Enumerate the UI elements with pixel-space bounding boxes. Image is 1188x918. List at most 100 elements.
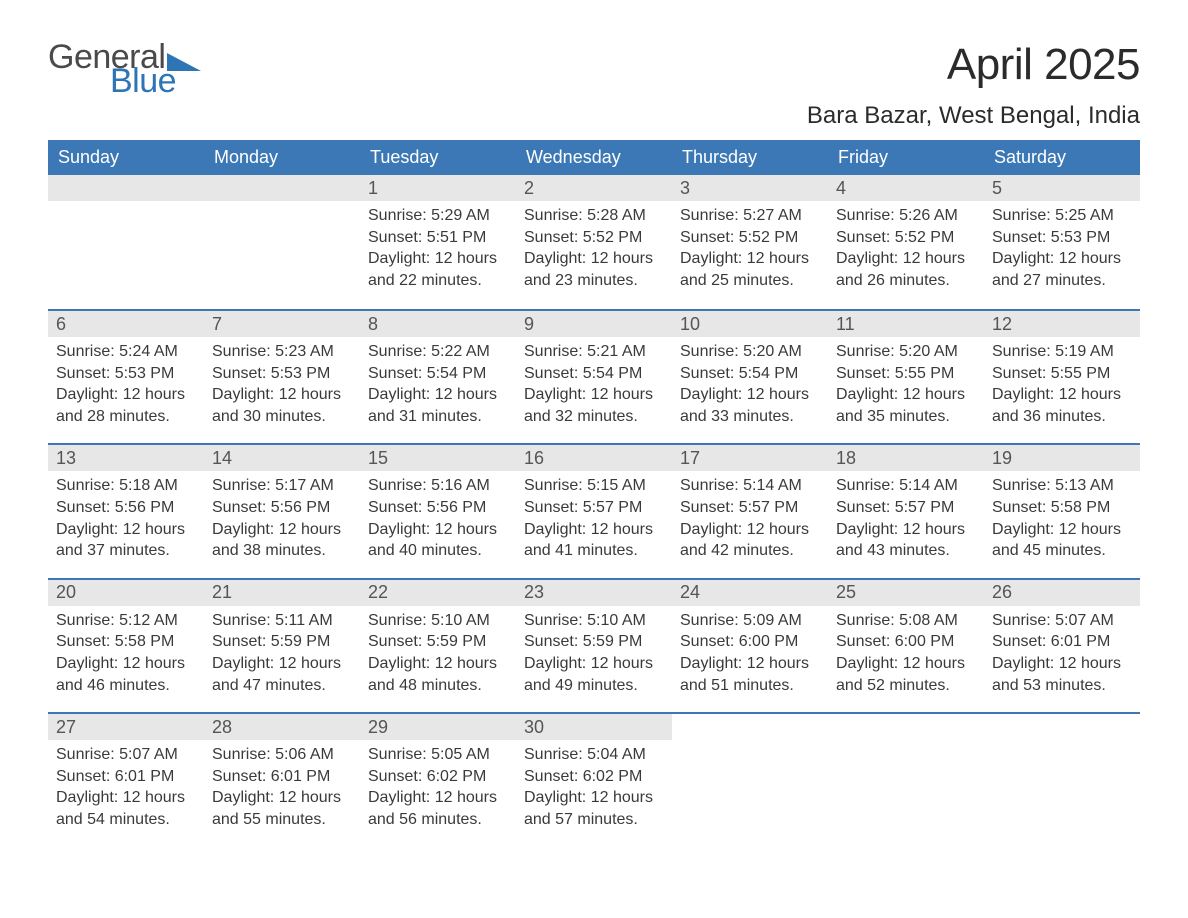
daylight-text: Daylight: 12 hours and 57 minutes. [524,787,664,830]
calendar-cell: 1Sunrise: 5:29 AMSunset: 5:51 PMDaylight… [360,175,516,309]
day-body: Sunrise: 5:22 AMSunset: 5:54 PMDaylight:… [360,337,516,443]
sunset-text: Sunset: 6:00 PM [680,631,820,653]
sunset-text: Sunset: 5:54 PM [368,363,508,385]
daylight-text: Daylight: 12 hours and 30 minutes. [212,384,352,427]
calendar-cell: 17Sunrise: 5:14 AMSunset: 5:57 PMDayligh… [672,445,828,577]
day-number [48,175,204,201]
day-number: 11 [828,311,984,337]
calendar-cell: 16Sunrise: 5:15 AMSunset: 5:57 PMDayligh… [516,445,672,577]
day-number: 4 [828,175,984,201]
sunrise-text: Sunrise: 5:07 AM [56,744,196,766]
day-number: 25 [828,580,984,606]
sunrise-text: Sunrise: 5:13 AM [992,475,1132,497]
daylight-text: Daylight: 12 hours and 33 minutes. [680,384,820,427]
daylight-text: Daylight: 12 hours and 28 minutes. [56,384,196,427]
sunset-text: Sunset: 5:55 PM [836,363,976,385]
day-number: 15 [360,445,516,471]
header: General Blue April 2025 Bara Bazar, West… [48,40,1140,130]
sunrise-text: Sunrise: 5:26 AM [836,205,976,227]
day-number: 8 [360,311,516,337]
calendar-cell: 2Sunrise: 5:28 AMSunset: 5:52 PMDaylight… [516,175,672,309]
calendar-cell: 22Sunrise: 5:10 AMSunset: 5:59 PMDayligh… [360,580,516,712]
daylight-text: Daylight: 12 hours and 26 minutes. [836,248,976,291]
day-number: 6 [48,311,204,337]
day-number: 12 [984,311,1140,337]
calendar-cell [672,714,828,846]
sunset-text: Sunset: 5:54 PM [524,363,664,385]
daylight-text: Daylight: 12 hours and 25 minutes. [680,248,820,291]
daylight-text: Daylight: 12 hours and 47 minutes. [212,653,352,696]
page-title: April 2025 [807,40,1140,90]
logo-triangle-icon [167,49,201,75]
calendar-cell [204,175,360,309]
day-body: Sunrise: 5:20 AMSunset: 5:55 PMDaylight:… [828,337,984,443]
sunrise-text: Sunrise: 5:04 AM [524,744,664,766]
day-number: 27 [48,714,204,740]
location-subtitle: Bara Bazar, West Bengal, India [807,102,1140,130]
day-number: 10 [672,311,828,337]
day-number: 13 [48,445,204,471]
sunset-text: Sunset: 5:59 PM [524,631,664,653]
dow-thursday: Thursday [672,140,828,175]
day-number: 7 [204,311,360,337]
title-block: April 2025 Bara Bazar, West Bengal, Indi… [807,40,1140,130]
calendar-cell: 11Sunrise: 5:20 AMSunset: 5:55 PMDayligh… [828,311,984,443]
sunrise-text: Sunrise: 5:06 AM [212,744,352,766]
day-body: Sunrise: 5:07 AMSunset: 6:01 PMDaylight:… [48,740,204,846]
sunset-text: Sunset: 5:52 PM [680,227,820,249]
sunrise-text: Sunrise: 5:23 AM [212,341,352,363]
daylight-text: Daylight: 12 hours and 23 minutes. [524,248,664,291]
sunset-text: Sunset: 5:57 PM [524,497,664,519]
day-number: 14 [204,445,360,471]
dow-friday: Friday [828,140,984,175]
day-number [204,175,360,201]
day-body: Sunrise: 5:23 AMSunset: 5:53 PMDaylight:… [204,337,360,443]
day-body: Sunrise: 5:28 AMSunset: 5:52 PMDaylight:… [516,201,672,307]
day-body: Sunrise: 5:14 AMSunset: 5:57 PMDaylight:… [828,471,984,577]
sunrise-text: Sunrise: 5:28 AM [524,205,664,227]
day-number: 23 [516,580,672,606]
calendar-cell: 13Sunrise: 5:18 AMSunset: 5:56 PMDayligh… [48,445,204,577]
sunrise-text: Sunrise: 5:14 AM [836,475,976,497]
day-body [828,740,984,760]
dow-monday: Monday [204,140,360,175]
day-number [828,714,984,740]
sunset-text: Sunset: 6:01 PM [212,766,352,788]
daylight-text: Daylight: 12 hours and 45 minutes. [992,519,1132,562]
sunrise-text: Sunrise: 5:25 AM [992,205,1132,227]
daylight-text: Daylight: 12 hours and 41 minutes. [524,519,664,562]
day-body: Sunrise: 5:08 AMSunset: 6:00 PMDaylight:… [828,606,984,712]
day-body: Sunrise: 5:25 AMSunset: 5:53 PMDaylight:… [984,201,1140,307]
sunrise-text: Sunrise: 5:16 AM [368,475,508,497]
sunrise-text: Sunrise: 5:27 AM [680,205,820,227]
day-number [984,714,1140,740]
daylight-text: Daylight: 12 hours and 54 minutes. [56,787,196,830]
day-body: Sunrise: 5:13 AMSunset: 5:58 PMDaylight:… [984,471,1140,577]
logo: General Blue [48,40,201,98]
day-number: 18 [828,445,984,471]
sunset-text: Sunset: 6:00 PM [836,631,976,653]
calendar-cell: 23Sunrise: 5:10 AMSunset: 5:59 PMDayligh… [516,580,672,712]
week-row: 13Sunrise: 5:18 AMSunset: 5:56 PMDayligh… [48,443,1140,577]
daylight-text: Daylight: 12 hours and 52 minutes. [836,653,976,696]
day-number: 20 [48,580,204,606]
calendar: Sunday Monday Tuesday Wednesday Thursday… [48,140,1140,847]
day-body: Sunrise: 5:10 AMSunset: 5:59 PMDaylight:… [360,606,516,712]
week-row: 6Sunrise: 5:24 AMSunset: 5:53 PMDaylight… [48,309,1140,443]
daylight-text: Daylight: 12 hours and 22 minutes. [368,248,508,291]
sunset-text: Sunset: 5:57 PM [836,497,976,519]
daylight-text: Daylight: 12 hours and 32 minutes. [524,384,664,427]
calendar-cell: 28Sunrise: 5:06 AMSunset: 6:01 PMDayligh… [204,714,360,846]
daylight-text: Daylight: 12 hours and 49 minutes. [524,653,664,696]
daylight-text: Daylight: 12 hours and 36 minutes. [992,384,1132,427]
sunset-text: Sunset: 5:53 PM [56,363,196,385]
day-body: Sunrise: 5:20 AMSunset: 5:54 PMDaylight:… [672,337,828,443]
day-of-week-header: Sunday Monday Tuesday Wednesday Thursday… [48,140,1140,175]
day-body: Sunrise: 5:26 AMSunset: 5:52 PMDaylight:… [828,201,984,307]
day-body: Sunrise: 5:24 AMSunset: 5:53 PMDaylight:… [48,337,204,443]
day-body [672,740,828,760]
sunrise-text: Sunrise: 5:20 AM [836,341,976,363]
daylight-text: Daylight: 12 hours and 56 minutes. [368,787,508,830]
day-number: 29 [360,714,516,740]
day-number: 30 [516,714,672,740]
